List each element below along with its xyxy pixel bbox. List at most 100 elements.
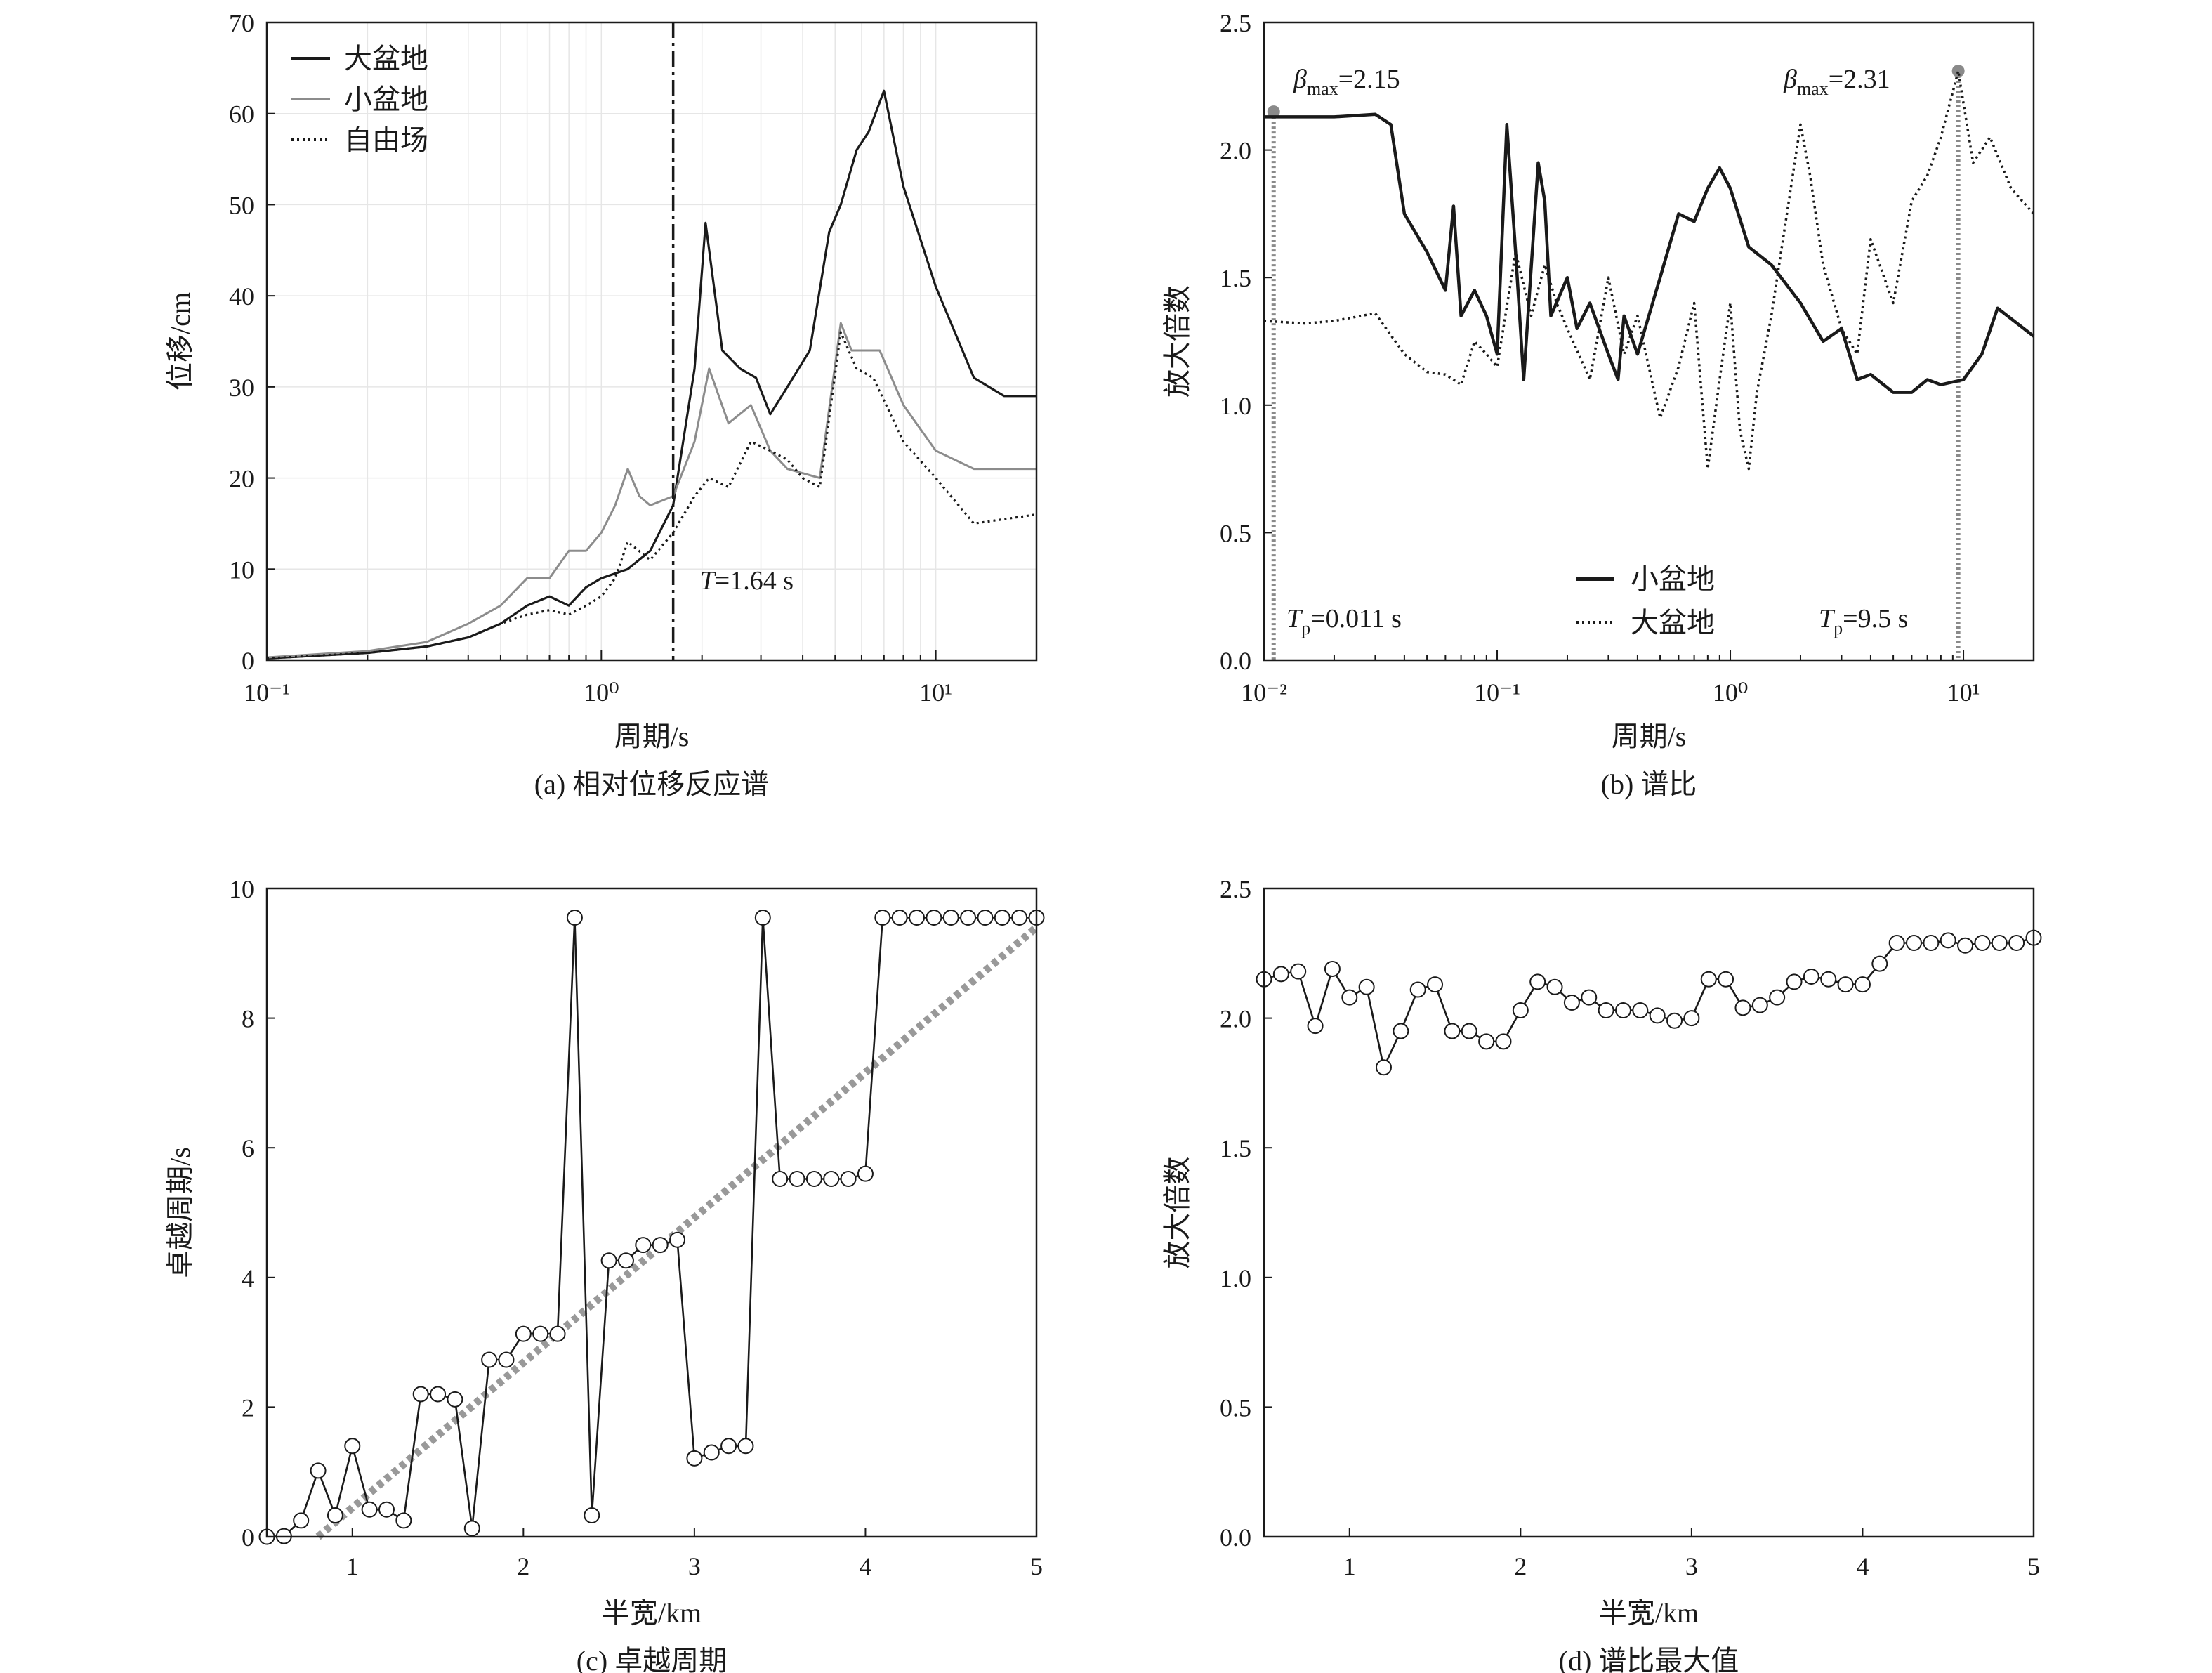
tp-symbol: T <box>1286 604 1303 634</box>
annotation-symbol: T <box>700 566 717 596</box>
data-point <box>1512 1002 1529 1019</box>
x-tick-label: 4 <box>859 1552 871 1580</box>
data-point <box>584 1507 600 1524</box>
y-axis-label: 卓越周期/s <box>164 1147 196 1278</box>
y-tick-label: 2.0 <box>1220 1005 1251 1033</box>
data-point <box>1923 935 1940 952</box>
data-point <box>1940 932 1956 949</box>
data-point <box>1837 976 1854 993</box>
data-point <box>1307 1018 1324 1035</box>
series-line-2 <box>1263 70 2035 471</box>
data-point <box>805 1171 822 1188</box>
y-axis-label: 放大倍数 <box>1161 1157 1193 1269</box>
data-point <box>1649 1007 1666 1024</box>
data-point <box>891 910 908 926</box>
legend-label: 小盆地 <box>1631 563 1715 595</box>
data-point <box>1751 997 1768 1013</box>
data-point <box>1734 999 1751 1016</box>
data-point <box>395 1512 412 1529</box>
y-tick-label: 10 <box>229 556 254 584</box>
y-tick-label: 1.5 <box>1220 264 1251 292</box>
data-point <box>1803 969 1819 985</box>
tp-subscript: p <box>1301 618 1310 638</box>
tp-annotation: Tp=9.5 s <box>1819 604 1908 638</box>
data-point <box>1272 966 1289 983</box>
x-tick-label: 4 <box>1856 1552 1869 1580</box>
data-point <box>1666 1012 1683 1029</box>
data-point <box>994 910 1010 926</box>
data-point <box>1290 963 1307 980</box>
data-point <box>1957 937 1974 954</box>
x-tick-label: 10¹ <box>1947 678 1980 707</box>
data-point <box>1683 1010 1700 1027</box>
y-tick-label: 0.5 <box>1220 1393 1251 1422</box>
data-point <box>412 1386 429 1403</box>
data-point <box>1906 935 1923 952</box>
x-tick-label: 1 <box>1343 1552 1356 1580</box>
tp-value: =0.011 s <box>1310 604 1402 634</box>
data-point <box>1478 1033 1495 1050</box>
data-point <box>549 1325 566 1342</box>
data-point <box>1461 1023 1477 1039</box>
x-tick-label: 5 <box>1030 1552 1043 1580</box>
y-tick-label: 0 <box>242 647 254 675</box>
y-tick-label: 0.5 <box>1220 519 1251 547</box>
plot-frame <box>1263 887 2035 1538</box>
data-point <box>600 1252 617 1269</box>
series-line-1 <box>266 917 1036 1538</box>
legend-label: 小盆地 <box>344 84 428 115</box>
data-point <box>926 910 942 926</box>
plot-frame <box>265 887 1038 1538</box>
data-point <box>669 1231 686 1248</box>
x-tick-label: 3 <box>688 1552 701 1580</box>
annotation-value: =1.64 s <box>715 566 794 596</box>
x-tick-label: 10⁻¹ <box>1474 678 1520 707</box>
data-point <box>498 1351 515 1368</box>
data-point <box>1888 935 1905 952</box>
data-point <box>378 1501 395 1518</box>
data-point <box>1786 973 1803 990</box>
y-tick-label: 0.0 <box>1220 647 1251 675</box>
series-line-1 <box>1264 112 2035 394</box>
legend-label: 大盆地 <box>1631 607 1715 638</box>
data-point <box>1529 973 1546 990</box>
data-point <box>1546 978 1563 995</box>
x-tick-label: 1 <box>346 1552 359 1580</box>
series-line-1 <box>1263 936 2034 1068</box>
data-point <box>1632 1002 1649 1019</box>
data-point <box>1495 1033 1512 1050</box>
data-point <box>874 910 891 926</box>
data-point <box>617 1252 634 1269</box>
data-point <box>1769 989 1786 1006</box>
data-point <box>823 1171 840 1188</box>
y-tick-label: 2.5 <box>1220 875 1251 903</box>
y-tick-label: 1.0 <box>1220 1264 1251 1292</box>
data-point <box>361 1501 378 1518</box>
data-point <box>566 910 583 926</box>
data-point <box>1341 989 1358 1006</box>
y-tick-label: 40 <box>229 282 254 310</box>
data-point <box>293 1512 310 1529</box>
y-tick-label: 2.5 <box>1220 9 1251 37</box>
plot-frame <box>1263 21 2035 662</box>
data-point <box>1375 1059 1392 1076</box>
tp-subscript: p <box>1834 618 1843 638</box>
data-point <box>1581 989 1598 1006</box>
data-point <box>754 910 771 926</box>
data-point <box>1324 960 1341 977</box>
y-tick-label: 1.5 <box>1220 1134 1251 1162</box>
data-point <box>686 1450 703 1467</box>
data-point <box>840 1171 857 1188</box>
series-line-3 <box>266 331 1037 660</box>
y-tick-label: 6 <box>242 1134 254 1162</box>
data-point <box>703 1444 720 1461</box>
x-tick-label: 10⁰ <box>584 678 619 707</box>
x-tick-label: 10¹ <box>919 678 952 707</box>
y-tick-label: 0.0 <box>1220 1523 1251 1551</box>
tp-annotation: Tp=0.011 s <box>1286 604 1402 638</box>
period-annotation: T=1.64 s <box>700 566 794 596</box>
x-tick-label: 10⁻² <box>1241 678 1287 707</box>
series-line-1 <box>266 89 1036 660</box>
data-point <box>635 1237 652 1254</box>
